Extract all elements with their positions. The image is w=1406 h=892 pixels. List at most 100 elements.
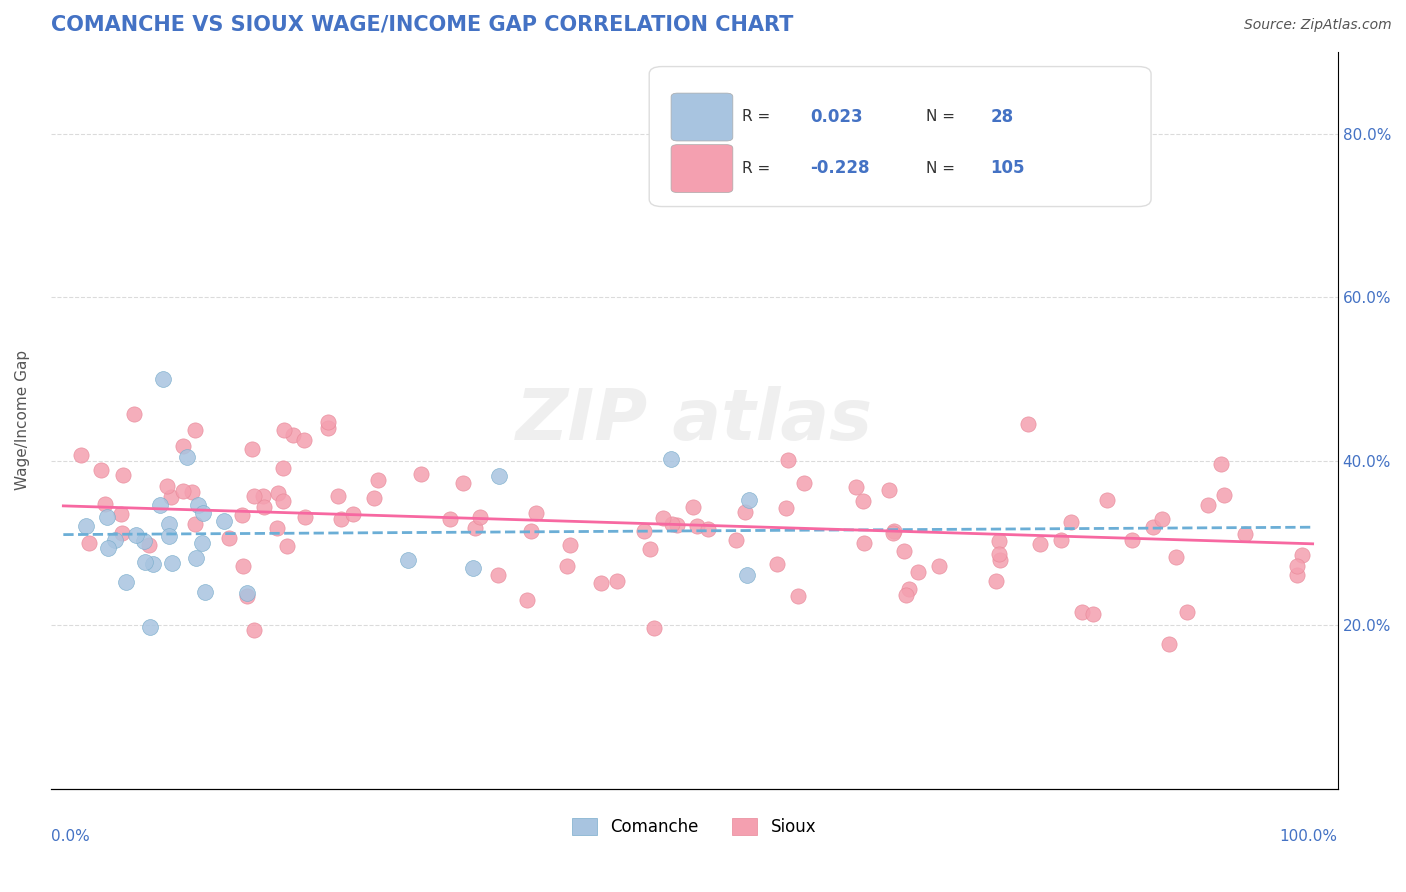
Point xyxy=(232,558,254,573)
Point xyxy=(115,575,138,590)
Point xyxy=(988,534,1011,549)
Y-axis label: Wage/Income Gap: Wage/Income Gap xyxy=(15,351,30,491)
Point xyxy=(363,491,385,505)
Point xyxy=(122,407,145,421)
Point xyxy=(236,586,259,600)
Point xyxy=(766,557,789,571)
Point xyxy=(439,512,461,526)
Point xyxy=(328,489,350,503)
Point xyxy=(125,528,148,542)
Point xyxy=(1286,568,1309,582)
Point xyxy=(184,551,207,566)
Point xyxy=(486,568,509,582)
Point xyxy=(252,489,274,503)
Point xyxy=(907,566,929,580)
Point xyxy=(682,500,704,515)
Text: Source: ZipAtlas.com: Source: ZipAtlas.com xyxy=(1244,18,1392,32)
Point xyxy=(988,553,1011,567)
Point xyxy=(75,519,97,533)
Point xyxy=(194,584,217,599)
Point xyxy=(162,557,184,571)
Point xyxy=(184,423,207,437)
Text: 28: 28 xyxy=(990,108,1014,126)
Text: R =: R = xyxy=(742,109,770,124)
Point xyxy=(157,528,180,542)
Point xyxy=(1166,549,1188,564)
Point xyxy=(139,620,162,634)
Point xyxy=(134,534,156,549)
Point xyxy=(984,574,1007,588)
Point xyxy=(845,480,868,494)
Point xyxy=(461,560,484,574)
Point xyxy=(152,372,174,386)
Point xyxy=(231,508,253,522)
Point xyxy=(181,485,204,500)
Point xyxy=(367,473,389,487)
FancyBboxPatch shape xyxy=(671,93,733,141)
Point xyxy=(193,506,215,520)
Point xyxy=(104,533,127,547)
Point xyxy=(659,452,682,467)
Text: -0.228: -0.228 xyxy=(810,160,869,178)
Point xyxy=(342,507,364,521)
Point xyxy=(1142,520,1164,534)
Point xyxy=(138,538,160,552)
Point xyxy=(524,506,547,520)
Point xyxy=(1070,605,1092,619)
Point xyxy=(112,467,135,482)
Point xyxy=(555,558,578,573)
Legend: Comanche, Sioux: Comanche, Sioux xyxy=(565,812,823,843)
Point xyxy=(666,518,689,533)
Point xyxy=(330,512,353,526)
Point xyxy=(271,461,294,475)
Text: N =: N = xyxy=(927,109,955,124)
Point xyxy=(1097,492,1119,507)
Point xyxy=(90,463,112,477)
Text: COMANCHE VS SIOUX WAGE/INCOME GAP CORRELATION CHART: COMANCHE VS SIOUX WAGE/INCOME GAP CORREL… xyxy=(51,15,793,35)
Point xyxy=(793,476,815,491)
Point xyxy=(591,576,613,591)
Point xyxy=(214,515,236,529)
Point xyxy=(1197,498,1219,512)
Point xyxy=(160,490,183,504)
Point xyxy=(725,533,748,548)
Point xyxy=(294,433,316,447)
Point xyxy=(243,489,266,503)
Point xyxy=(396,553,419,567)
Point xyxy=(266,520,288,534)
Point xyxy=(1291,549,1313,563)
Point xyxy=(893,544,915,558)
Point xyxy=(93,497,115,511)
Text: ZIP atlas: ZIP atlas xyxy=(516,385,873,455)
Point xyxy=(882,525,904,540)
Point xyxy=(96,509,118,524)
Point xyxy=(411,467,433,482)
Point xyxy=(172,439,194,453)
Point xyxy=(516,592,538,607)
Point xyxy=(928,558,950,573)
Point xyxy=(734,505,756,519)
Point xyxy=(638,542,661,557)
Point xyxy=(778,452,800,467)
Point xyxy=(281,428,304,442)
Point xyxy=(897,582,920,596)
FancyBboxPatch shape xyxy=(650,67,1152,207)
Point xyxy=(267,486,290,500)
Point xyxy=(633,524,655,538)
Point xyxy=(187,499,209,513)
Point xyxy=(240,442,263,456)
Point xyxy=(883,524,905,539)
Point xyxy=(172,483,194,498)
Point xyxy=(271,494,294,508)
Text: 0.023: 0.023 xyxy=(810,108,863,126)
Point xyxy=(1081,607,1104,621)
Point xyxy=(149,498,172,512)
Point xyxy=(651,511,673,525)
Point xyxy=(294,509,316,524)
Point xyxy=(852,494,875,508)
Text: R =: R = xyxy=(742,161,770,176)
Point xyxy=(737,493,759,508)
Text: 0.0%: 0.0% xyxy=(51,829,90,844)
Point xyxy=(316,415,339,429)
Point xyxy=(606,574,628,588)
